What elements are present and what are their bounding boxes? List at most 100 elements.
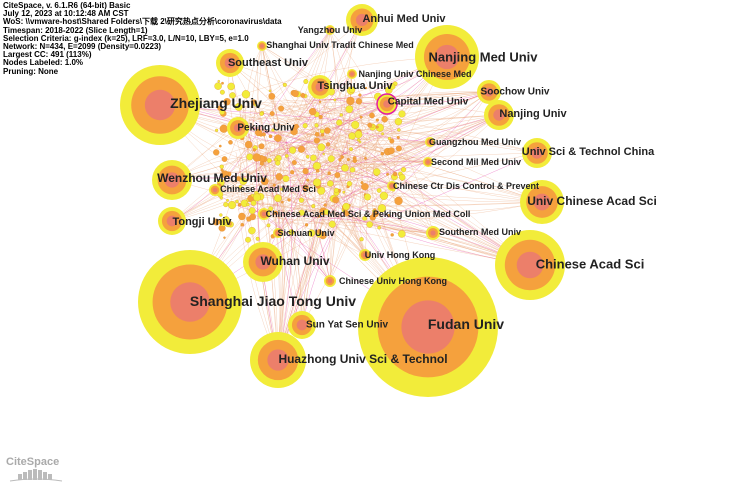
node[interactable] xyxy=(359,249,371,261)
minor-node xyxy=(386,172,389,176)
minor-node xyxy=(218,144,222,148)
node-label: Capital Med Univ xyxy=(388,97,469,108)
node-label: Univ Sci & Technol China xyxy=(522,146,655,158)
node-core xyxy=(531,147,543,159)
edge xyxy=(277,99,326,361)
node[interactable] xyxy=(227,117,249,139)
minor-node xyxy=(362,216,368,221)
minor-node xyxy=(307,229,316,237)
edge xyxy=(261,138,276,215)
minor-node xyxy=(355,98,363,105)
node[interactable] xyxy=(243,242,283,282)
node-label: Tongji Univ xyxy=(172,216,232,228)
minor-node xyxy=(336,119,343,126)
minor-node xyxy=(287,198,291,202)
edge xyxy=(236,114,500,121)
minor-node xyxy=(324,127,331,134)
minor-node xyxy=(333,98,337,102)
node[interactable] xyxy=(152,160,192,200)
edge xyxy=(315,114,500,184)
minor-node xyxy=(311,204,316,209)
node[interactable] xyxy=(138,250,242,354)
minor-node xyxy=(313,137,320,144)
info-line: WoS: \\vmware-host\Shared Folders\下载 2\研… xyxy=(3,17,282,27)
info-line: Selection Criteria: g-index (k=25), LRF=… xyxy=(3,33,249,43)
node-core xyxy=(260,44,264,48)
node[interactable] xyxy=(273,228,283,238)
minor-node xyxy=(268,206,274,212)
edge xyxy=(261,111,331,282)
edge xyxy=(275,171,303,326)
edge xyxy=(253,130,303,326)
node[interactable] xyxy=(120,65,200,145)
edge xyxy=(330,129,431,145)
node[interactable] xyxy=(495,230,565,300)
node[interactable] xyxy=(426,226,440,240)
minor-node xyxy=(245,140,253,149)
node[interactable] xyxy=(209,184,221,196)
minor-node xyxy=(282,82,287,87)
edge xyxy=(237,97,373,129)
node-core xyxy=(170,282,210,322)
minor-node xyxy=(346,96,355,106)
edge xyxy=(277,155,313,234)
node[interactable] xyxy=(158,207,186,235)
minor-node xyxy=(375,125,379,129)
node[interactable] xyxy=(376,93,398,115)
minor-node xyxy=(339,113,343,117)
minor-node xyxy=(317,143,326,152)
edge xyxy=(237,201,543,207)
edge xyxy=(328,153,393,187)
node[interactable] xyxy=(257,41,267,51)
minor-node xyxy=(340,155,345,159)
minor-node xyxy=(348,132,356,140)
node[interactable] xyxy=(325,25,335,35)
minor-node xyxy=(398,110,406,118)
edge xyxy=(320,91,490,158)
node[interactable] xyxy=(347,69,357,79)
info-line: Timespan: 2018-2022 (Slice Length=1) xyxy=(3,25,148,35)
edge xyxy=(335,91,490,129)
minor-node xyxy=(219,220,223,224)
node[interactable] xyxy=(415,25,479,89)
edge xyxy=(171,143,379,222)
node-label: Second Mil Med Univ xyxy=(431,157,521,167)
node[interactable] xyxy=(346,4,378,36)
node[interactable] xyxy=(522,138,552,168)
node[interactable] xyxy=(358,257,498,397)
node[interactable] xyxy=(324,275,336,287)
edge xyxy=(171,119,338,222)
minor-node xyxy=(322,152,325,156)
minor-node xyxy=(369,214,376,221)
minor-node xyxy=(360,181,364,185)
node[interactable] xyxy=(520,180,564,224)
node-label: Univ Chinese Acad Sci xyxy=(527,194,657,208)
node-label: Chinese Acad Med Sci xyxy=(220,184,316,194)
node[interactable] xyxy=(216,49,244,77)
node[interactable] xyxy=(387,181,397,191)
minor-node xyxy=(252,153,261,162)
minor-nodes xyxy=(212,79,407,243)
node[interactable] xyxy=(425,137,435,147)
minor-node xyxy=(253,193,261,202)
minor-node xyxy=(304,223,309,227)
node[interactable] xyxy=(423,157,433,167)
node[interactable] xyxy=(484,100,514,130)
minor-node xyxy=(238,212,246,221)
edge xyxy=(261,139,393,187)
edge xyxy=(301,110,324,326)
node[interactable] xyxy=(250,332,306,388)
node[interactable] xyxy=(258,208,270,220)
edge xyxy=(262,122,342,263)
edge xyxy=(238,146,429,165)
edge xyxy=(352,114,500,141)
node[interactable] xyxy=(288,311,316,339)
node[interactable] xyxy=(308,75,332,99)
node[interactable] xyxy=(477,80,501,104)
edge xyxy=(327,185,393,215)
node-core xyxy=(434,44,460,70)
minor-node xyxy=(357,138,361,142)
minor-node xyxy=(300,92,306,98)
minor-node xyxy=(341,164,349,172)
